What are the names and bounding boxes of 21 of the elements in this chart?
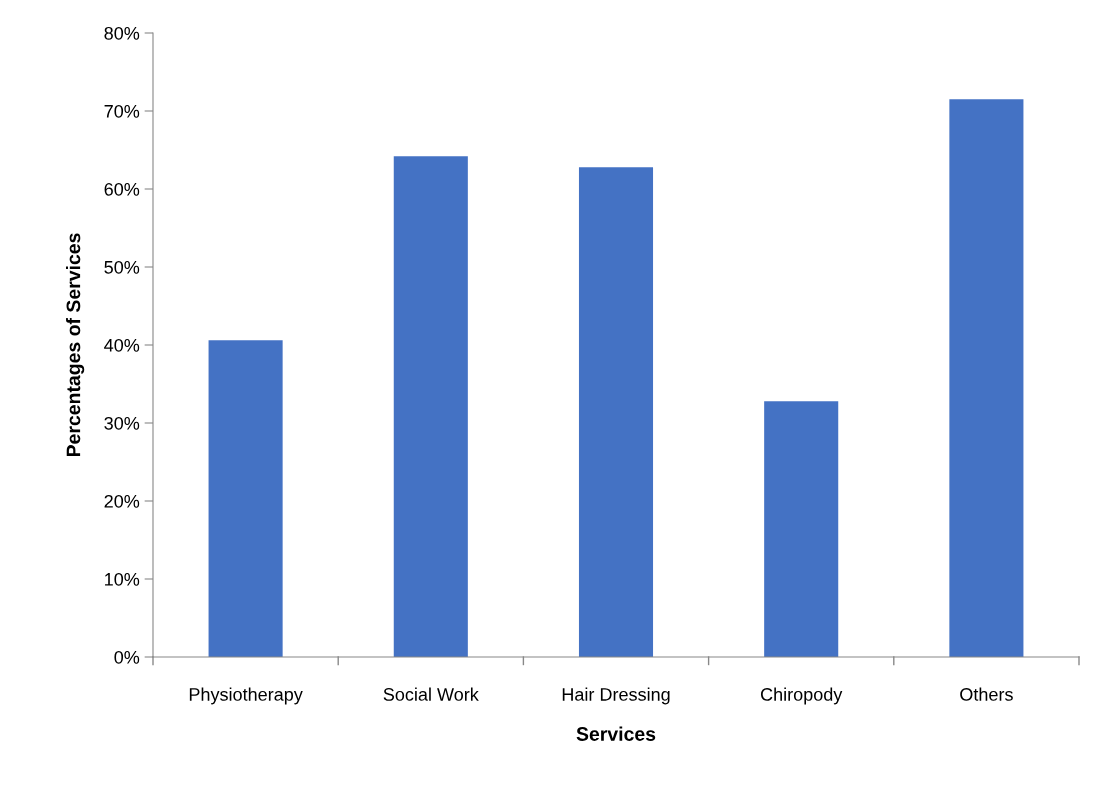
x-tick-label: Physiotherapy bbox=[189, 687, 303, 705]
y-tick-label: 40% bbox=[104, 338, 140, 352]
y-tick-label: 80% bbox=[104, 26, 140, 40]
x-tick-label: Others bbox=[960, 687, 1013, 701]
bar bbox=[208, 340, 283, 657]
y-tick-label: 20% bbox=[104, 494, 140, 508]
y-tick-label: 50% bbox=[104, 260, 140, 274]
bar bbox=[578, 167, 654, 657]
y-tick-label: 60% bbox=[104, 182, 140, 196]
x-axis-title: Services bbox=[576, 726, 656, 741]
y-tick-label: 30% bbox=[104, 416, 140, 430]
x-tick-label: Chiropody bbox=[760, 687, 843, 705]
y-axis-title: Percentages of Services bbox=[66, 233, 85, 457]
bar bbox=[393, 156, 468, 657]
y-tick-label: 70% bbox=[104, 104, 140, 118]
x-tick-label: Social Work bbox=[383, 687, 479, 701]
y-tick-label: 10% bbox=[105, 572, 140, 586]
bar bbox=[764, 401, 839, 657]
bar bbox=[949, 99, 1024, 657]
x-tick-label: Hair Dressing bbox=[562, 687, 670, 705]
y-tick-label: 0% bbox=[114, 650, 140, 664]
